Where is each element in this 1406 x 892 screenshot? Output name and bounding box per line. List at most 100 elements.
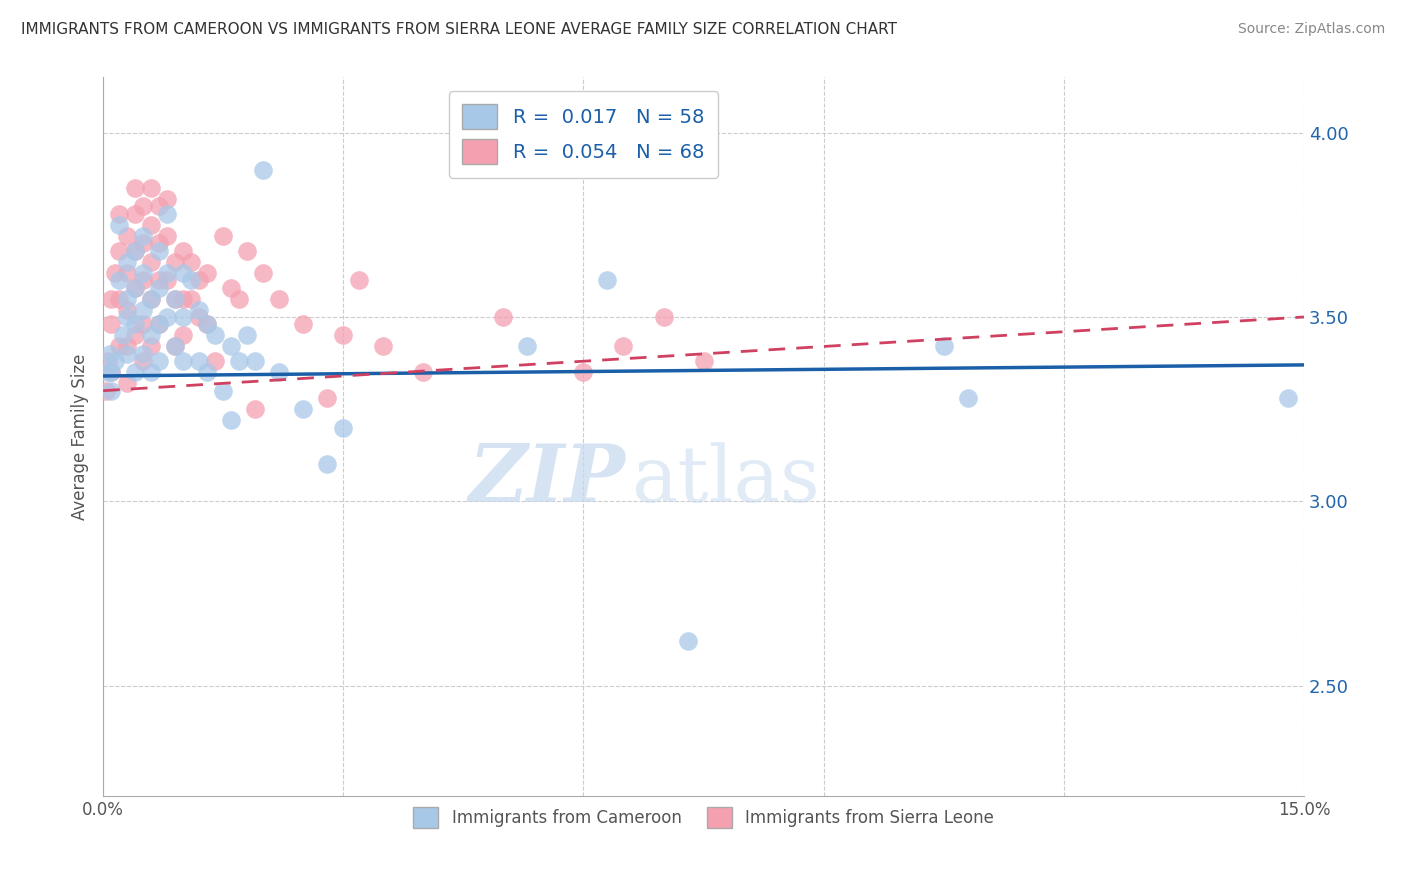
Point (156, 228, 179, 243)
Point (124, 328, 146, 343)
Point (316, 391, 339, 405)
Point (115, 339, 138, 353)
Point (115, 347, 138, 361)
Point (692, 354, 714, 368)
Point (652, 310, 675, 324)
Point (108, 244, 131, 258)
Point (180, 292, 202, 306)
Point (124, 244, 146, 258)
Point (165, 292, 187, 306)
Point (115, 292, 138, 306)
Point (124, 244, 146, 258)
Point (115, 254, 138, 268)
Point (572, 365, 595, 379)
Point (165, 292, 187, 306)
Point (124, 318, 146, 332)
Point (516, 339, 538, 353)
Point (100, 292, 122, 306)
Point (124, 207, 146, 221)
Point (148, 236, 170, 251)
Point (156, 310, 179, 324)
Y-axis label: Average Family Size: Average Family Size (72, 353, 89, 520)
Point (141, 218, 163, 232)
Point (132, 273, 155, 287)
Point (104, 354, 127, 368)
Point (148, 244, 170, 258)
Point (132, 228, 155, 243)
Point (156, 207, 179, 221)
Point (108, 273, 131, 287)
Point (124, 365, 146, 379)
Point (245, 402, 267, 417)
Point (236, 328, 259, 343)
Point (141, 292, 163, 306)
Point (412, 365, 434, 379)
Point (100, 384, 122, 398)
Point (132, 302, 155, 317)
Point (596, 273, 619, 287)
Point (98, 347, 121, 361)
Point (212, 384, 235, 398)
Point (676, 634, 699, 648)
Point (115, 266, 138, 280)
Point (612, 339, 634, 353)
Text: IMMIGRANTS FROM CAMEROON VS IMMIGRANTS FROM SIERRA LEONE AVERAGE FAMILY SIZE COR: IMMIGRANTS FROM CAMEROON VS IMMIGRANTS F… (21, 22, 897, 37)
Point (141, 292, 163, 306)
Point (245, 354, 267, 368)
Point (115, 376, 138, 391)
Point (1277, 391, 1299, 405)
Point (156, 266, 179, 280)
Point (195, 365, 218, 379)
Point (212, 228, 235, 243)
Point (100, 365, 122, 379)
Point (124, 280, 146, 294)
Point (132, 347, 155, 361)
Text: atlas: atlas (631, 442, 820, 517)
Point (932, 339, 955, 353)
Point (195, 318, 218, 332)
Text: Source: ZipAtlas.com: Source: ZipAtlas.com (1237, 22, 1385, 37)
Text: ZIP: ZIP (468, 442, 626, 518)
Point (156, 273, 179, 287)
Point (172, 266, 194, 280)
Legend: Immigrants from Cameroon, Immigrants from Sierra Leone: Immigrants from Cameroon, Immigrants fro… (406, 801, 1001, 835)
Point (172, 244, 194, 258)
Point (252, 162, 274, 177)
Point (204, 328, 226, 343)
Point (332, 420, 354, 434)
Point (188, 302, 211, 317)
Point (96, 384, 118, 398)
Point (148, 280, 170, 294)
Point (115, 228, 138, 243)
Point (132, 354, 155, 368)
Point (195, 266, 218, 280)
Point (124, 280, 146, 294)
Point (172, 354, 194, 368)
Point (180, 273, 202, 287)
Point (956, 391, 979, 405)
Point (219, 280, 242, 294)
Point (132, 318, 155, 332)
Point (108, 207, 131, 221)
Point (115, 310, 138, 324)
Point (236, 244, 259, 258)
Point (97, 354, 120, 368)
Point (124, 181, 146, 195)
Point (492, 310, 515, 324)
Point (188, 273, 211, 287)
Point (219, 339, 242, 353)
Point (349, 273, 371, 287)
Point (132, 199, 155, 213)
Point (108, 339, 131, 353)
Point (204, 354, 226, 368)
Point (292, 318, 315, 332)
Point (100, 365, 122, 379)
Point (108, 292, 131, 306)
Point (132, 266, 155, 280)
Point (269, 292, 291, 306)
Point (112, 328, 135, 343)
Point (141, 339, 163, 353)
Point (316, 458, 339, 472)
Point (219, 413, 242, 427)
Point (148, 273, 170, 287)
